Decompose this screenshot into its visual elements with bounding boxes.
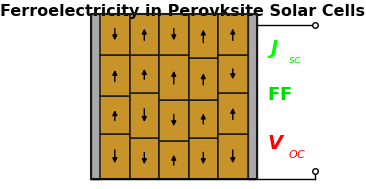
Bar	[159, 141, 188, 179]
Bar	[130, 93, 159, 138]
Bar	[218, 134, 247, 179]
Bar	[91, 14, 100, 179]
Bar	[100, 96, 130, 134]
Bar	[188, 14, 218, 58]
Text: Ferroelectricity in Perovksite Solar Cells: Ferroelectricity in Perovksite Solar Cel…	[0, 4, 366, 19]
Text: $\bfit{V}$: $\bfit{V}$	[266, 134, 285, 153]
Bar	[100, 55, 130, 96]
Text: $\bfit{J}$: $\bfit{J}$	[266, 39, 279, 60]
Bar	[100, 134, 130, 179]
Bar	[159, 55, 188, 100]
Bar	[130, 55, 159, 93]
Bar	[100, 14, 130, 55]
Bar	[247, 14, 257, 179]
Bar	[130, 138, 159, 179]
Bar	[188, 100, 218, 138]
Bar	[188, 138, 218, 179]
Bar	[188, 58, 218, 100]
Bar	[130, 14, 159, 55]
Text: $\mathbf{FF}$: $\mathbf{FF}$	[266, 85, 292, 104]
Bar	[218, 93, 247, 134]
Bar	[91, 14, 257, 179]
Bar	[218, 14, 247, 55]
Bar	[159, 100, 188, 141]
Bar	[218, 55, 247, 93]
Bar	[159, 14, 188, 55]
Text: $\mathit{OC}$: $\mathit{OC}$	[288, 148, 306, 160]
Text: $\mathit{sc}$: $\mathit{sc}$	[288, 55, 302, 65]
